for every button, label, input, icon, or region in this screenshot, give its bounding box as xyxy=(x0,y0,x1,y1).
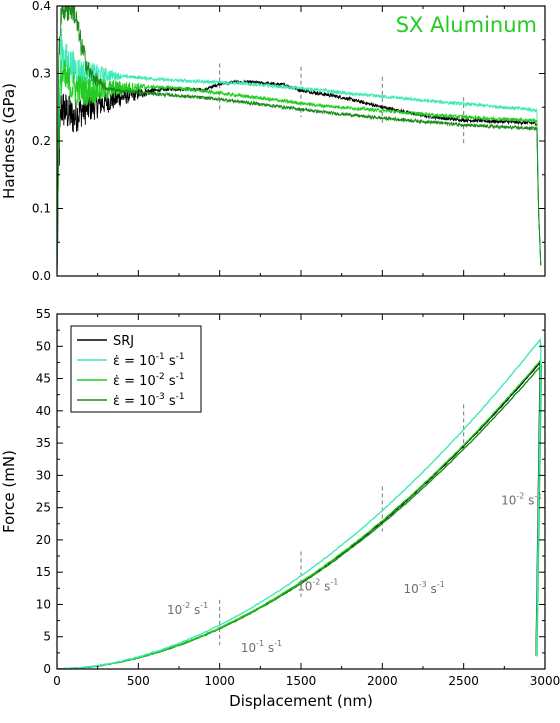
legend-label-r3-unit-exponent: -1 xyxy=(176,392,185,402)
series-line-r1 xyxy=(57,28,542,276)
legend-label-srj: SRJ xyxy=(113,334,134,349)
x-tick-label: 500 xyxy=(127,674,150,688)
rate-annotation-exponent: -1 xyxy=(256,639,264,648)
rate-annotation-base: 10 xyxy=(403,582,418,596)
legend-label-r3-exponent: -3 xyxy=(156,392,165,402)
y-axis-label: Hardness (GPa) xyxy=(0,83,18,199)
rate-annotation-unit-exponent: -1 xyxy=(200,601,208,610)
legend-label-r1-unit: s xyxy=(165,354,176,369)
legend-label-r2-base: ε̇ = 10 xyxy=(113,374,156,389)
series-line-r2 xyxy=(57,59,542,276)
legend-label-r2-exponent: -2 xyxy=(156,372,165,382)
y-axis-label: Force (mN) xyxy=(0,450,18,533)
plot-area xyxy=(57,6,542,276)
rate-annotation: 10-2 s-1 xyxy=(167,601,208,617)
y-tick-label: 0.3 xyxy=(32,67,51,81)
rate-annotation-unit-exponent: -1 xyxy=(534,491,542,500)
legend-label-r1-exponent: -1 xyxy=(156,352,165,362)
rate-annotation: 10-3 s-1 xyxy=(403,580,444,596)
rate-annotation: 10-1 s-1 xyxy=(241,639,282,655)
force-panel: 0 500 1000 1500 2000 2500 3000 0 5 10 15 20 25 30 35 40… xyxy=(0,307,560,710)
y-tick-label: 20 xyxy=(36,533,51,547)
series-line-r2 xyxy=(57,358,543,669)
rate-annotation-exponent: -2 xyxy=(516,491,524,500)
y-tick-label: 0.2 xyxy=(32,134,51,148)
y-tick-label: 5 xyxy=(43,630,51,644)
rate-annotation-unit-exponent: -1 xyxy=(274,639,282,648)
x-tick-label: 0 xyxy=(53,674,61,688)
y-tick-label: 10 xyxy=(36,597,51,611)
y-tick-label: 25 xyxy=(36,501,51,515)
rate-annotation-unit-exponent: -1 xyxy=(437,580,445,589)
legend-label-r3-base: ε̇ = 10 xyxy=(113,394,156,409)
series-line-r1 xyxy=(57,338,542,669)
legend-label-r1: ε̇ = 10-1 s-1 xyxy=(113,352,185,369)
x-axis-label: Displacement (nm) xyxy=(229,692,373,710)
rate-annotation-unit: s xyxy=(427,582,437,596)
legend-label-r2-unit-exponent: -1 xyxy=(176,372,185,382)
legend-label-r2-unit: s xyxy=(165,374,176,389)
legend-label-r2: ε̇ = 10-2 s-1 xyxy=(113,372,185,389)
x-tick-label: 1000 xyxy=(204,674,235,688)
y-tick-label: 30 xyxy=(36,468,51,482)
x-tick-label: 2000 xyxy=(367,674,398,688)
hardness-panel: 0.0 0.1 0.2 0.3 0.4 Hardness (GPa) SX Aluminum xyxy=(0,0,546,283)
plot-frame xyxy=(56,5,546,277)
y-tick-label: 35 xyxy=(36,436,51,450)
legend-label-r1-base: ε̇ = 10 xyxy=(113,354,156,369)
plot-area xyxy=(57,338,543,669)
y-tick-label: 50 xyxy=(36,339,51,353)
y-tick-label: 0.4 xyxy=(32,0,51,13)
rate-annotation-unit: s xyxy=(264,641,274,655)
series-line-r3 xyxy=(57,6,542,276)
rate-annotation-base: 10 xyxy=(501,493,516,507)
y-tick-label: 15 xyxy=(36,565,51,579)
rate-annotation: 10-2 s-1 xyxy=(297,577,338,593)
rate-annotation-base: 10 xyxy=(297,579,312,593)
rate-annotation-base: 10 xyxy=(241,641,256,655)
y-tick-label: 0.1 xyxy=(32,202,51,216)
y-tick-label: 0.0 xyxy=(32,269,51,283)
rate-annotation-exponent: -2 xyxy=(312,577,320,586)
rate-annotation-unit: s xyxy=(190,603,200,617)
rate-annotation-exponent: -3 xyxy=(419,580,427,589)
y-tick-label: 40 xyxy=(36,404,51,418)
legend-label-r1-unit-exponent: -1 xyxy=(176,352,185,362)
rate-annotation-unit: s xyxy=(320,579,330,593)
chart-title: SX Aluminum xyxy=(396,13,537,37)
rate-annotation-exponent: -2 xyxy=(182,601,190,610)
rate-annotation: 10-2 s-1 xyxy=(501,491,542,507)
rate-annotation-base: 10 xyxy=(167,603,182,617)
y-tick-label: 45 xyxy=(36,372,51,386)
legend-label-r3-unit: s xyxy=(165,394,176,409)
rate-annotation-unit: s xyxy=(524,493,534,507)
rate-annotation-unit-exponent: -1 xyxy=(330,577,338,586)
x-tick-label: 3000 xyxy=(530,674,560,688)
legend-label-r3: ε̇ = 10-3 s-1 xyxy=(113,392,185,409)
series-line-srj xyxy=(57,79,542,276)
y-tick-label: 55 xyxy=(36,307,51,321)
x-tick-label: 1500 xyxy=(286,674,317,688)
y-tick-label: 0 xyxy=(43,662,51,676)
x-tick-label: 2500 xyxy=(448,674,479,688)
